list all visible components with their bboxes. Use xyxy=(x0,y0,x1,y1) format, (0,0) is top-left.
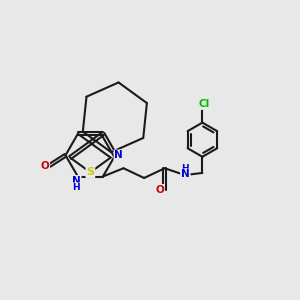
Text: N: N xyxy=(114,150,123,160)
Text: O: O xyxy=(155,185,164,195)
Text: N: N xyxy=(72,176,81,186)
Text: Cl: Cl xyxy=(198,99,209,109)
Text: O: O xyxy=(40,160,49,171)
Text: N: N xyxy=(181,169,190,179)
Text: S: S xyxy=(86,167,94,177)
Text: H: H xyxy=(73,183,80,192)
Text: H: H xyxy=(182,164,189,173)
